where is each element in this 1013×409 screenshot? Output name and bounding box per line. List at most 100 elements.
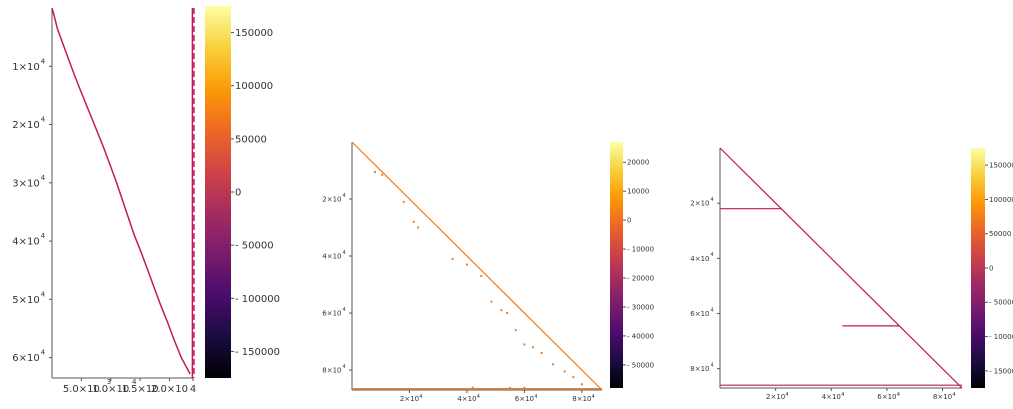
- y-tick-label: 2×10: [690, 200, 709, 208]
- colorbar-tick-label: 10000: [627, 188, 649, 196]
- y-tick-exponent: 4: [41, 232, 46, 240]
- chart-2: 2×10 44×10 46×10 48×10 42×10 4 4×10 4 6×10 4 8×10 4…: [322, 141, 654, 403]
- x-tick-label: 4×10: [822, 393, 841, 401]
- series-1-line: [351, 141, 603, 391]
- x-tick-exponent: 4: [952, 392, 955, 398]
- scatter-point: [402, 200, 405, 203]
- colorbar-tick-label: - 50000: [235, 241, 274, 252]
- scatter-point: [480, 274, 483, 277]
- scatter-point: [381, 173, 384, 176]
- y-tick-exponent: 4: [41, 349, 46, 357]
- colorbar-tick-label: 20000: [627, 159, 649, 167]
- x-tick-exponent: 4: [785, 392, 788, 398]
- colorbar-tick-label: 100000: [989, 196, 1013, 204]
- colorbar-tick-label: 100000: [235, 81, 273, 92]
- scatter-point: [532, 346, 535, 349]
- x-tick-label: 2.0×10: [151, 384, 188, 395]
- y-tick-label: 4×10: [12, 237, 39, 248]
- y-tick-label: 4×10: [322, 252, 341, 260]
- y-tick-exponent: 4: [343, 307, 346, 313]
- scatter-point: [552, 363, 555, 366]
- y-tick-exponent: 4: [711, 307, 714, 313]
- x-tick-exponent: 4: [419, 394, 422, 400]
- scatter-point: [514, 329, 517, 332]
- y-tick-exponent: 4: [711, 363, 714, 369]
- scatter-point: [373, 170, 376, 173]
- scatter-point: [500, 309, 503, 312]
- x-tick-label: 4×10: [457, 395, 476, 403]
- x-tick-exponent: 4: [897, 392, 900, 398]
- x-tick-label: 4: [190, 384, 196, 395]
- y-tick-label: 8×10: [322, 366, 341, 374]
- series-1-line: [719, 147, 963, 389]
- y-tick-exponent: 4: [41, 174, 46, 182]
- y-tick-exponent: 4: [343, 364, 346, 370]
- x-tick-label: 8×10: [933, 393, 952, 401]
- colorbar: [610, 142, 623, 388]
- x-tick-label: 5.0×10: [63, 384, 100, 395]
- scatter-point: [572, 376, 575, 379]
- x-tick-label: 6×10: [515, 395, 534, 403]
- scatter-point: [563, 370, 566, 373]
- x-tick-label: 1.0×10: [92, 384, 129, 395]
- colorbar-tick-label: - 40000: [627, 332, 654, 340]
- scatter-point: [523, 343, 526, 346]
- y-tick-label: 8×10: [690, 365, 709, 373]
- y-tick-exponent: 4: [711, 252, 714, 258]
- x-tick-label: 2×10: [766, 393, 785, 401]
- y-tick-label: 6×10: [12, 353, 39, 364]
- y-tick-label: 5×10: [12, 295, 39, 306]
- scatter-point: [580, 383, 583, 386]
- scatter-point: [465, 263, 468, 266]
- colorbar-tick-label: 0: [627, 217, 631, 225]
- colorbar-tick-label: - 150000: [235, 347, 280, 358]
- scatter-point: [417, 226, 420, 229]
- colorbar-tick-label: - 100000: [235, 294, 280, 305]
- colorbar-tick-label: - 150000: [989, 367, 1013, 375]
- scatter-point: [523, 387, 526, 390]
- colorbar-tick-label: 150000: [235, 28, 273, 39]
- colorbar-tick-label: - 100000: [989, 333, 1013, 341]
- x-tick-label: 2×10: [400, 395, 419, 403]
- scatter-point: [506, 312, 509, 315]
- scatter-point: [509, 387, 512, 390]
- scatter-point: [412, 220, 415, 223]
- x-tick-label: 8×10: [572, 395, 591, 403]
- x-tick-label: 6×10: [877, 393, 896, 401]
- y-tick-label: 6×10: [690, 310, 709, 318]
- colorbar: [971, 148, 985, 388]
- y-tick-exponent: 4: [41, 57, 46, 65]
- y-tick-exponent: 4: [41, 290, 46, 298]
- scatter-point: [490, 300, 493, 303]
- series-1-line: [51, 7, 191, 375]
- y-tick-label: 2×10: [12, 120, 39, 131]
- y-tick-exponent: 4: [343, 250, 346, 256]
- scatter-point: [471, 386, 474, 389]
- colorbar-tick-label: - 10000: [627, 246, 654, 254]
- x-tick-exponent: 4: [534, 394, 537, 400]
- colorbar-tick-label: 0: [235, 188, 241, 199]
- x-tick-exponent: 4: [841, 392, 844, 398]
- colorbar: [205, 6, 231, 378]
- colorbar-tick-label: 150000: [989, 162, 1013, 170]
- colorbar-tick-label: 0: [989, 264, 993, 272]
- x-tick-exponent: 4: [132, 378, 137, 386]
- colorbar-tick-label: 50000: [989, 230, 1011, 238]
- y-tick-exponent: 4: [343, 193, 346, 199]
- x-tick-label: 1.5×10: [122, 384, 159, 395]
- y-tick-label: 6×10: [322, 309, 341, 317]
- colorbar-tick-label: - 50000: [989, 299, 1013, 307]
- y-tick-label: 2×10: [322, 195, 341, 203]
- x-tick-exponent: 4: [477, 394, 480, 400]
- colorbar-tick-label: - 20000: [627, 274, 654, 282]
- scatter-point: [540, 351, 543, 354]
- y-tick-exponent: 4: [41, 116, 46, 124]
- colorbar-tick-label: 50000: [235, 134, 267, 145]
- colorbar-tick-label: - 30000: [627, 303, 654, 311]
- colorbar-tick-label: - 50000: [627, 361, 654, 369]
- y-tick-exponent: 4: [711, 197, 714, 203]
- x-tick-exponent: 3: [107, 378, 111, 386]
- chart-1: 1×1042×1043×1044×1045×1046×1045.0×101.0×…: [12, 6, 280, 395]
- chart-3: 2×10 44×10 46×10 48×10 42×10 4 4×10 4 6×10 4 8×10 4…: [690, 147, 1013, 401]
